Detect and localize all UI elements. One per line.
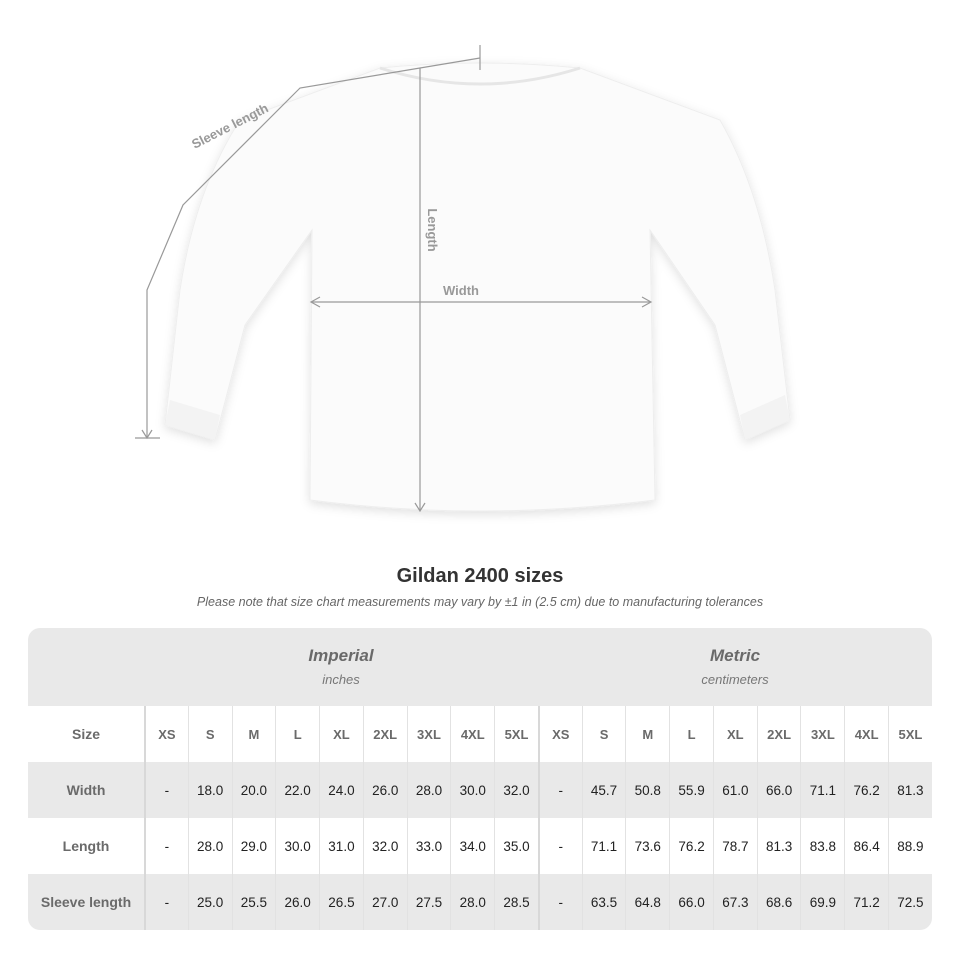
metric-value: 55.9 <box>669 762 713 818</box>
metric-size-5xl: 5XL <box>888 706 932 762</box>
imperial-size-3xl: 3XL <box>406 706 451 762</box>
imperial-value: 26.0 <box>275 874 319 930</box>
imperial-value: - <box>144 762 188 818</box>
shirt-diagram: Sleeve length Length Width <box>135 45 791 513</box>
metric-value: 81.3 <box>888 762 932 818</box>
imperial-size-5xl: 5XL <box>494 706 538 762</box>
imperial-value: - <box>144 874 188 930</box>
metric-value: 67.3 <box>712 874 757 930</box>
imperial-value: 18.0 <box>187 762 232 818</box>
metric-value: 83.8 <box>800 818 844 874</box>
imperial-value: 33.0 <box>406 818 451 874</box>
table-row-sleeve-length: Sleeve length -25.0 25.5 26.0 26.5 27.0 27.5 28… <box>28 874 932 930</box>
length-label: Length <box>425 208 440 251</box>
imperial-size-s: S <box>187 706 232 762</box>
table-row-width: Width -18.0 20.0 22.0 24.0 26.0 28.0 30.0 32.0-4… <box>28 762 932 818</box>
imperial-value: 30.0 <box>450 762 494 818</box>
metric-size-xs: XS <box>537 706 582 762</box>
imperial-value: 31.0 <box>319 818 363 874</box>
table-row-length: Length -28.0 29.0 30.0 31.0 32.0 33.0 34.0 35.0-… <box>28 818 932 874</box>
size-table: Imperial inches Metric centimeters Size X… <box>28 628 932 930</box>
metric-unit: centimeters <box>701 672 769 687</box>
imperial-value: 34.0 <box>450 818 494 874</box>
metric-size-l: L <box>669 706 713 762</box>
imperial-group: Imperial inches <box>144 646 538 687</box>
metric-group: Metric centimeters <box>538 646 932 687</box>
imperial-value: 27.0 <box>362 874 407 930</box>
metric-size-2xl: 2XL <box>756 706 801 762</box>
imperial-value: 22.0 <box>275 762 319 818</box>
imperial-value: 26.5 <box>319 874 363 930</box>
metric-value: 45.7 <box>581 762 626 818</box>
metric-value: 66.0 <box>756 762 801 818</box>
metric-heading: Metric <box>709 646 761 665</box>
metric-value: - <box>537 818 582 874</box>
imperial-value: 28.0 <box>406 762 451 818</box>
imperial-size-xl: XL <box>319 706 363 762</box>
metric-value: 71.2 <box>844 874 888 930</box>
metric-value: 66.0 <box>669 874 713 930</box>
metric-value: - <box>537 874 582 930</box>
group-header-band <box>28 628 932 706</box>
metric-value: 71.1 <box>581 818 626 874</box>
metric-size-3xl: 3XL <box>800 706 844 762</box>
metric-value: 72.5 <box>888 874 932 930</box>
metric-value: 50.8 <box>625 762 669 818</box>
imperial-value: 27.5 <box>406 874 451 930</box>
row-label: Width <box>66 782 106 798</box>
metric-value: 61.0 <box>712 762 757 818</box>
imperial-unit: inches <box>322 672 360 687</box>
measurement-lines <box>135 45 653 513</box>
imperial-size-l: L <box>275 706 319 762</box>
metric-value: 63.5 <box>581 874 626 930</box>
imperial-value: 25.5 <box>231 874 276 930</box>
row-label: Sleeve length <box>40 894 132 910</box>
width-label: Width <box>443 283 479 298</box>
metric-value: 86.4 <box>844 818 888 874</box>
imperial-value: 24.0 <box>319 762 363 818</box>
metric-size-s: S <box>581 706 626 762</box>
row-label: Length <box>62 838 110 854</box>
imperial-value: 26.0 <box>362 762 407 818</box>
metric-value: - <box>537 762 582 818</box>
imperial-value: 35.0 <box>494 818 538 874</box>
imperial-heading: Imperial <box>308 646 374 665</box>
imperial-value: 28.5 <box>494 874 538 930</box>
metric-value: 78.7 <box>712 818 757 874</box>
imperial-value: 32.0 <box>494 762 538 818</box>
imperial-value: 32.0 <box>362 818 407 874</box>
imperial-size-4xl: 4XL <box>450 706 494 762</box>
imperial-value: 30.0 <box>275 818 319 874</box>
metric-value: 81.3 <box>756 818 801 874</box>
size-header-label: Size <box>71 726 100 742</box>
imperial-value: 25.0 <box>187 874 232 930</box>
imperial-value: 20.0 <box>231 762 276 818</box>
metric-value: 64.8 <box>625 874 669 930</box>
metric-value: 73.6 <box>625 818 669 874</box>
imperial-value: - <box>144 818 188 874</box>
metric-value: 71.1 <box>800 762 844 818</box>
metric-size-xl: XL <box>712 706 757 762</box>
metric-value: 69.9 <box>800 874 844 930</box>
page-title: Gildan 2400 sizes <box>396 565 564 587</box>
imperial-value: 29.0 <box>231 818 276 874</box>
metric-value: 88.9 <box>888 818 932 874</box>
metric-value: 68.6 <box>756 874 801 930</box>
imperial-size-m: M <box>231 706 276 762</box>
imperial-value: 28.0 <box>187 818 232 874</box>
size-header-row: Size XS S M L XL 2XL 3XL 4XL 5XL XS S M L XL 2XL 3XL 4XL 5… <box>28 706 932 762</box>
imperial-value: 28.0 <box>450 874 494 930</box>
imperial-size-2xl: 2XL <box>362 706 407 762</box>
metric-size-m: M <box>625 706 669 762</box>
metric-value: 76.2 <box>844 762 888 818</box>
metric-size-4xl: 4XL <box>844 706 888 762</box>
tolerance-note: Please note that size chart measurements… <box>196 595 764 609</box>
imperial-size-xs: XS <box>144 706 188 762</box>
metric-value: 76.2 <box>669 818 713 874</box>
shirt-image <box>164 62 791 512</box>
